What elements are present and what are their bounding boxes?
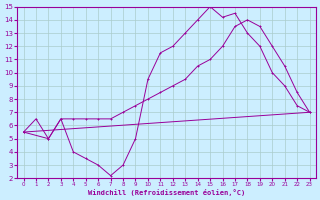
X-axis label: Windchill (Refroidissement éolien,°C): Windchill (Refroidissement éolien,°C) <box>88 189 245 196</box>
